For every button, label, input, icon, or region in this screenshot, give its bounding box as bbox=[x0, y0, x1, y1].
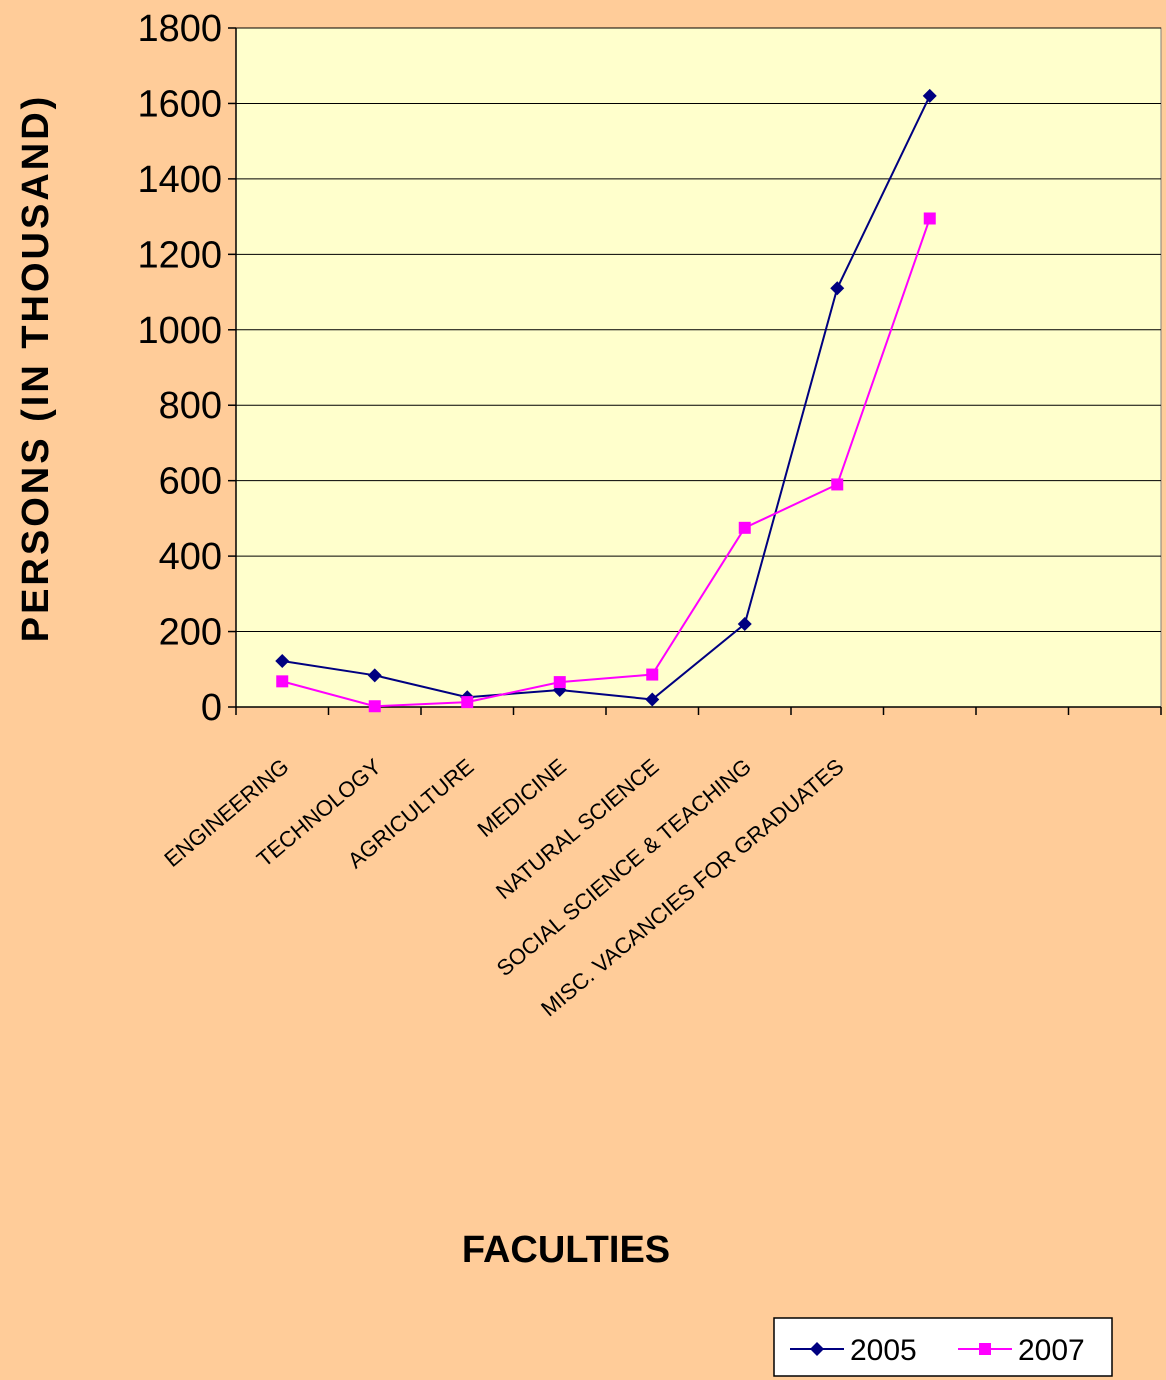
x-tick-label: MEDICINE bbox=[472, 754, 570, 842]
data-point bbox=[553, 676, 566, 689]
data-point bbox=[923, 212, 936, 225]
plot-area bbox=[235, 27, 1162, 708]
y-tick-label: 1800 bbox=[137, 8, 222, 50]
legend: 2005 2007 bbox=[773, 1317, 1113, 1377]
legend-marker bbox=[810, 1342, 824, 1356]
y-tick-label: 0 bbox=[201, 687, 222, 729]
legend-label: 2007 bbox=[1018, 1334, 1085, 1367]
y-tick-label: 600 bbox=[159, 461, 222, 503]
data-point bbox=[645, 692, 660, 707]
x-axis-title: FACULTIES bbox=[462, 1229, 670, 1271]
legend-marker bbox=[979, 1343, 991, 1355]
y-tick-label: 1200 bbox=[137, 234, 222, 276]
data-point bbox=[646, 668, 659, 681]
x-tick-label: NATURAL SCIENCE bbox=[491, 754, 663, 904]
series-line bbox=[282, 95, 931, 701]
data-point bbox=[461, 696, 474, 709]
y-tick-label: 400 bbox=[159, 536, 222, 578]
y-tick-label: 200 bbox=[159, 612, 222, 654]
data-point bbox=[738, 521, 751, 534]
data-point bbox=[368, 700, 381, 713]
data-point bbox=[831, 478, 844, 491]
data-point bbox=[737, 617, 752, 632]
y-tick-labels: 0 200 400 600 800 1000 1200 1400 1600 1800 bbox=[137, 8, 236, 729]
series-lines bbox=[275, 88, 937, 713]
gridlines bbox=[236, 27, 1161, 633]
legend-box bbox=[773, 1317, 1113, 1377]
data-point bbox=[275, 653, 290, 668]
legend-label: 2005 bbox=[850, 1334, 917, 1367]
y-tick-label: 800 bbox=[159, 385, 222, 427]
series-line bbox=[281, 218, 931, 708]
y-tick-label: 1400 bbox=[137, 159, 222, 201]
x-tick-labels: ENGINEERINGTECHNOLOGYAGRICULTUREMEDICINE… bbox=[159, 707, 1162, 1021]
data-point bbox=[922, 88, 937, 103]
data-point bbox=[830, 281, 845, 296]
series-2007 bbox=[276, 212, 936, 713]
data-point bbox=[276, 675, 289, 688]
data-point bbox=[367, 668, 382, 683]
series-2005 bbox=[275, 88, 937, 707]
y-axis-title: PERSONS (IN THOUSAND) bbox=[15, 94, 57, 643]
y-tick-label: 1600 bbox=[137, 83, 222, 125]
y-tick-label: 1000 bbox=[137, 310, 222, 352]
